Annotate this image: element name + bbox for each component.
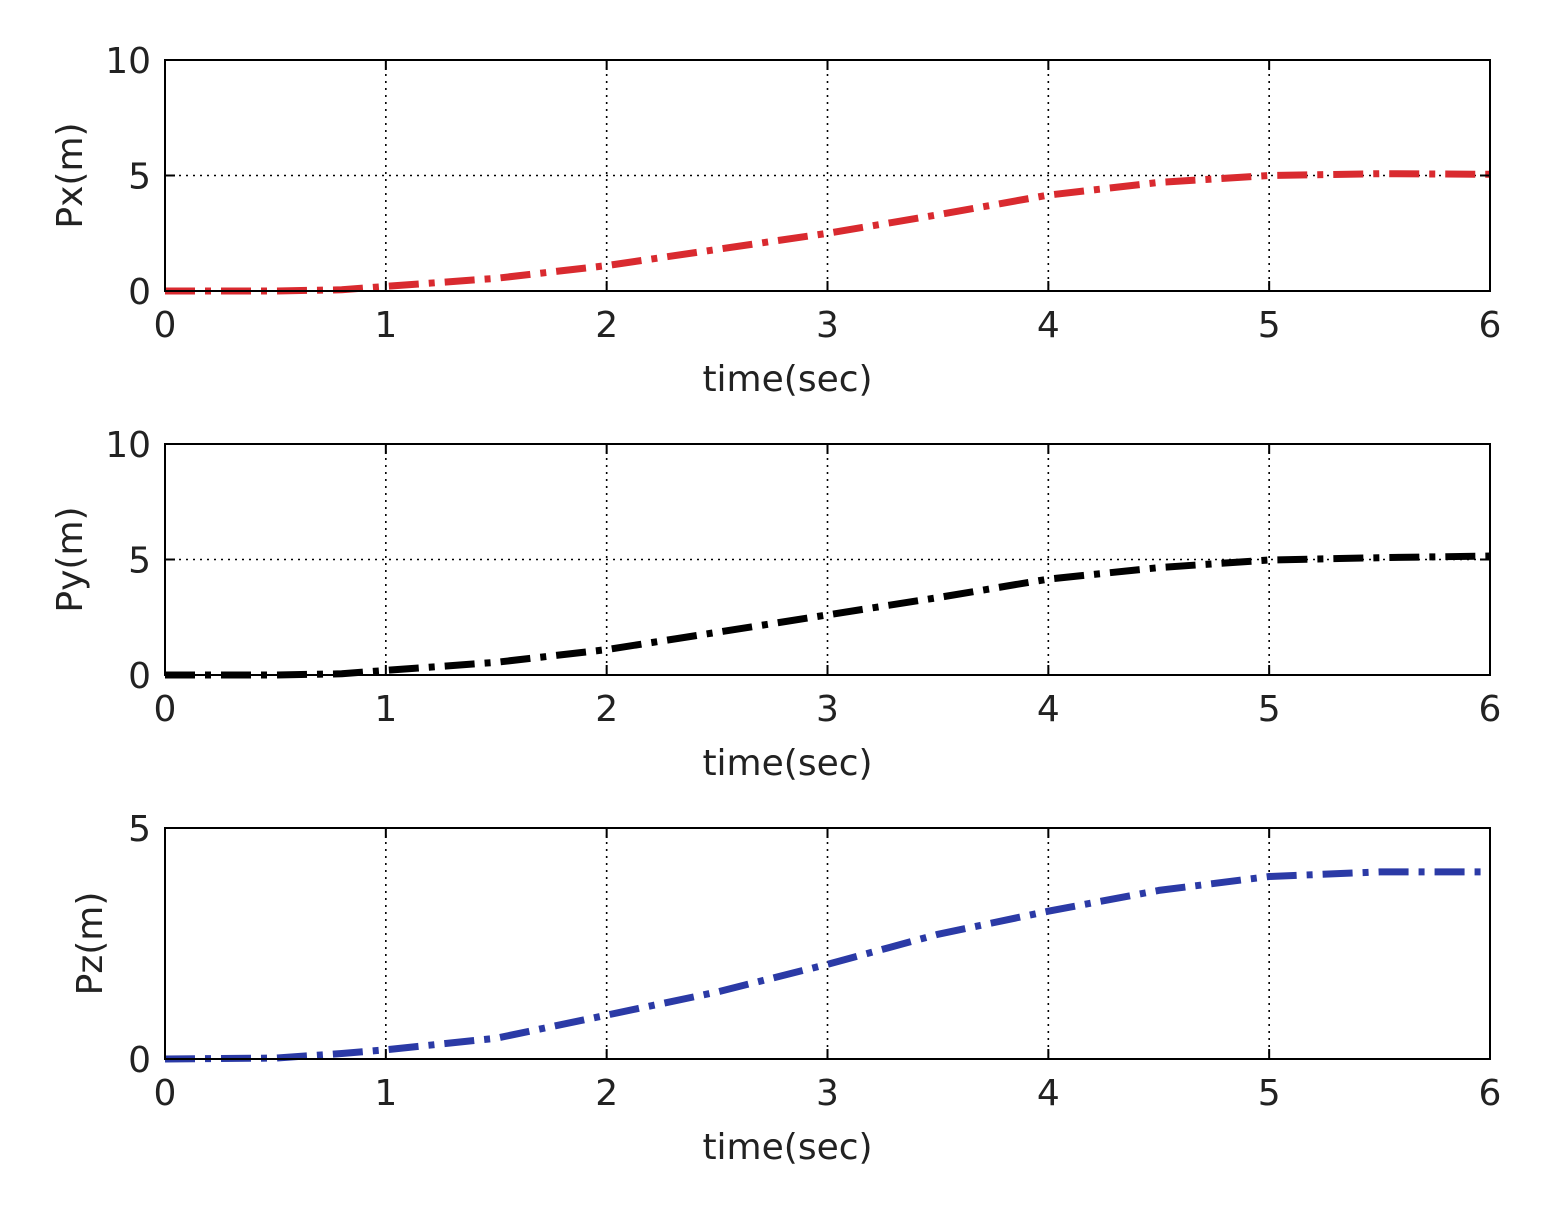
y-axis-label-pz: Pz(m) (70, 892, 111, 996)
series-line-py (165, 552, 1491, 679)
x-tick-label-pz: 6 (1479, 1073, 1502, 1114)
x-axis-label-py: time(sec) (702, 743, 872, 784)
x-tick-label-px: 4 (1037, 305, 1060, 346)
x-tick-label-pz: 0 (154, 1073, 177, 1114)
x-tick-label-pz: 2 (595, 1073, 618, 1114)
x-tick-label-px: 2 (595, 305, 618, 346)
subplot-px: 0 1 2 3 4 5 6 0 5 10 time(sec) Px(m) (50, 41, 1501, 400)
x-tick-label-py: 0 (154, 689, 177, 730)
y-axis-label-py: Py(m) (50, 506, 91, 612)
x-tick-label-pz: 4 (1037, 1073, 1060, 1114)
x-tick-label-py: 3 (816, 689, 839, 730)
x-axis-label-px: time(sec) (702, 359, 872, 400)
subplot-py: 0 1 2 3 4 5 6 0 5 10 time(sec) Py(m) (50, 425, 1501, 784)
y-tick-label-pz: 0 (128, 1040, 151, 1081)
y-tick-label-py: 5 (128, 541, 151, 582)
x-tick-label-py: 5 (1258, 689, 1281, 730)
x-tick-label-px: 5 (1258, 305, 1281, 346)
x-tick-label-pz: 3 (816, 1073, 839, 1114)
x-tick-label-pz: 1 (374, 1073, 397, 1114)
y-tick-label-py: 10 (105, 425, 151, 466)
y-tick-label-px: 10 (105, 41, 151, 82)
series-line-px (165, 170, 1491, 295)
x-tick-label-py: 2 (595, 689, 618, 730)
x-tick-label-px: 6 (1479, 305, 1502, 346)
y-axis-label-px: Px(m) (50, 122, 91, 228)
y-tick-label-pz: 5 (128, 809, 151, 850)
series-line-pz (164, 868, 1490, 1063)
x-axis-label-pz: time(sec) (702, 1127, 872, 1168)
x-tick-label-px: 1 (374, 305, 397, 346)
y-tick-label-px: 0 (128, 272, 151, 313)
y-tick-label-px: 5 (128, 157, 151, 198)
x-tick-label-py: 1 (374, 689, 397, 730)
x-tick-label-px: 0 (154, 305, 177, 346)
x-tick-label-py: 6 (1479, 689, 1502, 730)
x-tick-label-px: 3 (816, 305, 839, 346)
y-tick-label-py: 0 (128, 656, 151, 697)
subplot-pz: 0 1 2 3 4 5 6 0 5 time(sec) Pz(m) (70, 809, 1501, 1168)
x-tick-label-py: 4 (1037, 689, 1060, 730)
x-tick-label-pz: 5 (1258, 1073, 1281, 1114)
